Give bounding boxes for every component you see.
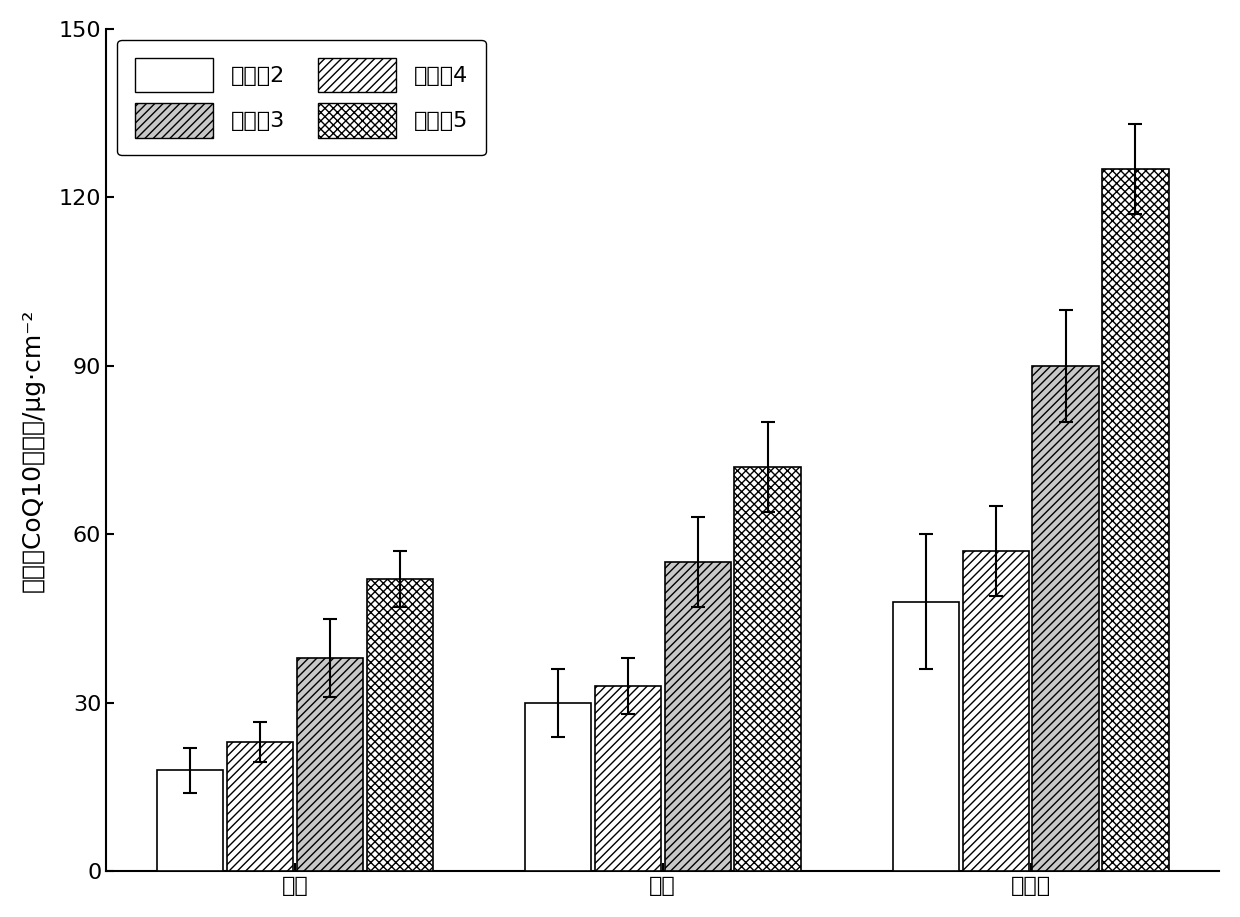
Bar: [665, 562, 730, 871]
Bar: [227, 742, 293, 871]
Bar: [893, 602, 959, 871]
Bar: [734, 467, 801, 871]
Bar: [156, 770, 223, 871]
Legend: 实施剹2, 实施攧3, 实施攧4, 实施攧5: 实施剹2, 实施攧3, 实施攧4, 实施攧5: [118, 40, 486, 155]
Bar: [525, 702, 591, 871]
Bar: [367, 580, 433, 871]
Bar: [595, 686, 661, 871]
Y-axis label: 皮肤中CoQ10的含量/μg·cm⁻²: 皮肤中CoQ10的含量/μg·cm⁻²: [21, 308, 45, 591]
Bar: [1102, 170, 1168, 871]
Bar: [1033, 366, 1099, 871]
Bar: [962, 551, 1029, 871]
Bar: [296, 657, 363, 871]
